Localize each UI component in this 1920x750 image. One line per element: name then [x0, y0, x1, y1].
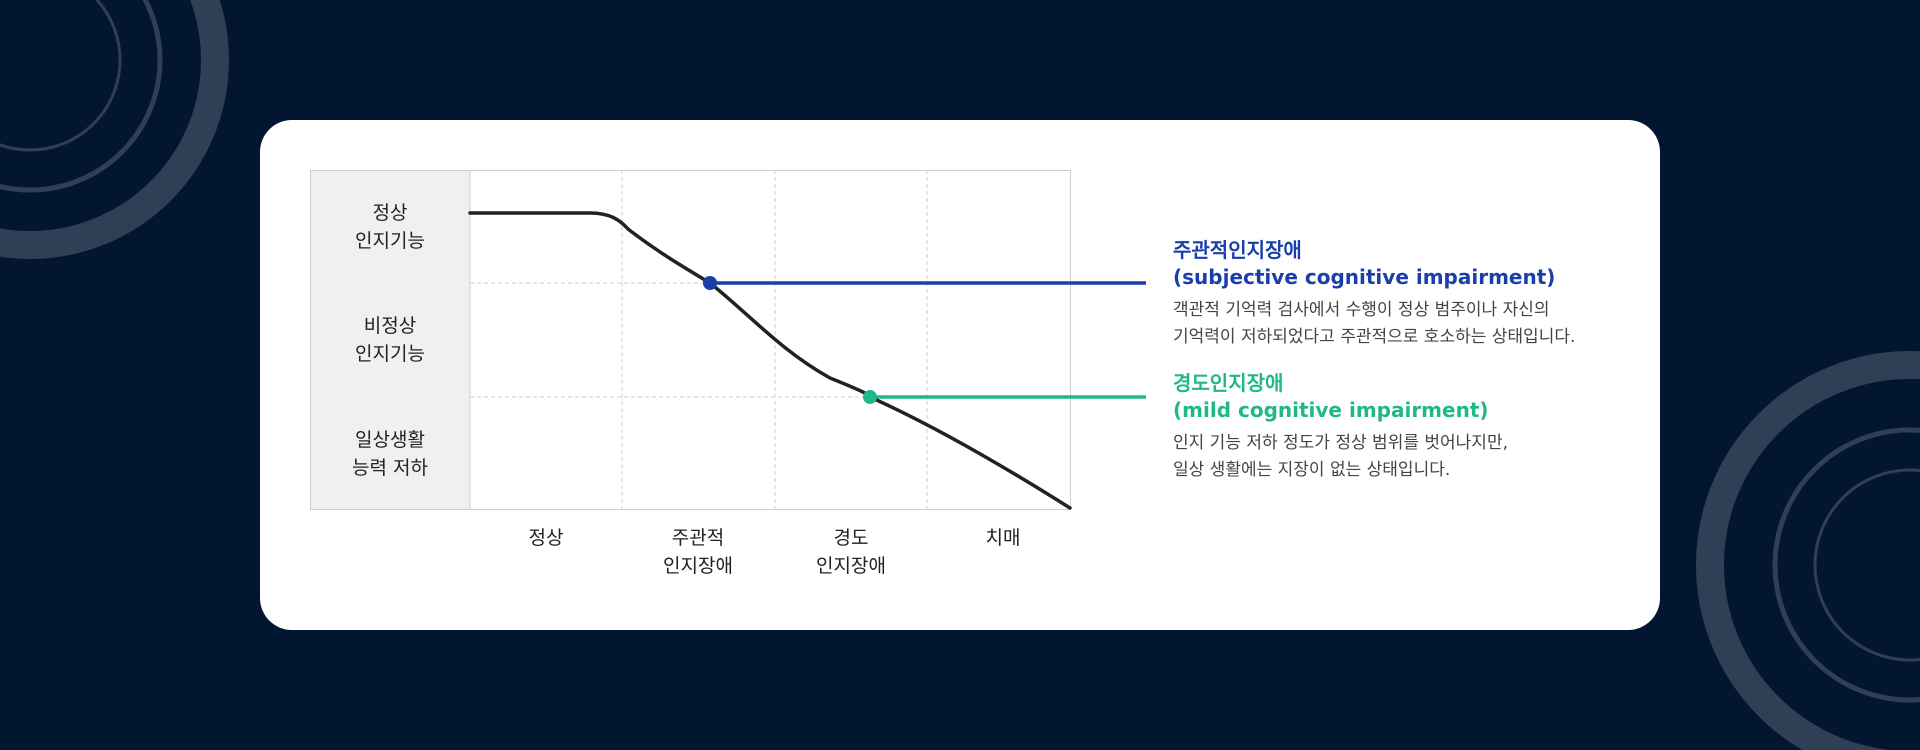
diagram-card: 정상 인지기능 비정상 인지기능 일상생활 능력 저하 정상 주관적 인지장애 … [260, 120, 1660, 630]
cognitive-decline-curve [468, 211, 1072, 510]
annotation-subjective: 주관적인지장애 (subjective cognitive impairment… [1173, 237, 1575, 351]
stage-label-subjective: 주관적 인지장애 [663, 527, 733, 577]
annotation-mild: 경도인지장애 (mild cognitive impairment) 인지 기능… [1173, 370, 1508, 484]
marker-subjective [703, 276, 717, 290]
stage-label-normal: 정상 [528, 527, 564, 549]
row-label-normal: 정상 인지기능 [355, 201, 425, 252]
annotation-subjective-description: 객관적 기억력 검사에서 수행이 정상 범주이나 자신의 기억력이 저하되었다고… [1173, 300, 1576, 347]
row-label-abnormal: 비정상 인지기능 [355, 315, 425, 365]
cognitive-decline-chart [310, 170, 1146, 510]
row-label-daily-impaired: 일상생활 능력 저하 [352, 428, 428, 479]
annotation-mild-title: 경도인지장애 (mild cognitive impairment) [1173, 371, 1489, 422]
marker-mild [863, 390, 877, 404]
annotation-subjective-title: 주관적인지장애 (subjective cognitive impairment… [1173, 238, 1556, 289]
grid-lines [470, 170, 1070, 510]
row-label-column [310, 170, 470, 510]
stage-label-dementia: 치매 [985, 527, 1021, 549]
chart-frame [310, 170, 1071, 510]
stage-label-mild: 경도 인지장애 [816, 527, 886, 577]
annotation-mild-description: 인지 기능 저하 정도가 정상 범위를 벗어나지만, 일상 생활에는 지장이 없… [1173, 433, 1508, 480]
